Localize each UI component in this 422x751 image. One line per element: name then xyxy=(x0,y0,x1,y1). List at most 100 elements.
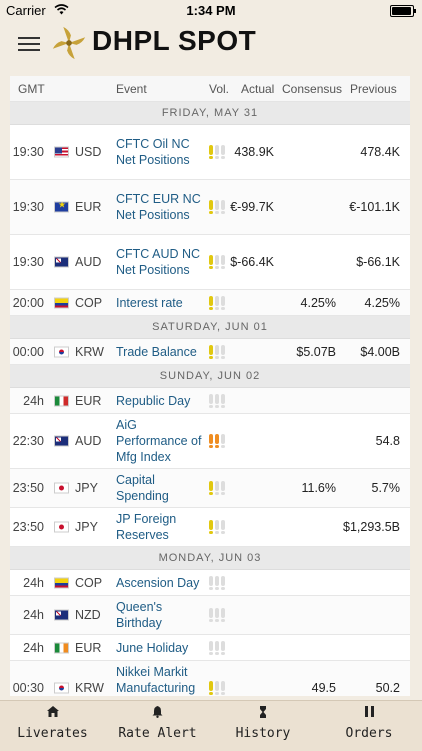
table-row[interactable]: 20:00 COP Interest rate 4.25% 4.25% xyxy=(10,290,410,316)
previous-value: 50.2 xyxy=(375,681,400,695)
previous-value: 5.7% xyxy=(371,481,401,495)
wifi-icon xyxy=(54,3,69,18)
home-icon xyxy=(0,706,105,722)
bell-icon xyxy=(105,706,210,722)
table-body: FRIDAY, MAY 31 19:30 USD CFTC Oil NC Net Po… xyxy=(10,102,410,696)
tab-rate-alert[interactable]: Rate Alert xyxy=(105,701,210,751)
event-name-link[interactable]: Republic Day xyxy=(116,393,191,408)
status-bar: Carrier 1:34 PM xyxy=(0,0,422,22)
volatility-icon xyxy=(209,145,229,159)
volatility-icon xyxy=(209,575,229,590)
battery-icon xyxy=(390,5,416,17)
table-header: GMT Event Vol. Actual Consensus Previous xyxy=(10,76,410,102)
consensus-value: $5.07B xyxy=(296,344,336,359)
brand-title: DHPL SPOT xyxy=(92,25,257,56)
pause-icon xyxy=(316,706,422,722)
table-row[interactable]: 24h COP Ascension Day xyxy=(10,570,410,596)
event-name-link[interactable]: CFTC AUD NC Net Positions xyxy=(116,247,201,277)
currency-code: USD xyxy=(75,145,102,159)
flag-au-icon xyxy=(54,256,69,268)
flag-kr-icon xyxy=(54,346,69,357)
consensus-value: 49.5 xyxy=(311,681,336,695)
flag-nz-icon xyxy=(54,609,69,621)
economic-calendar-table: GMT Event Vol. Actual Consensus Previous… xyxy=(10,76,410,696)
tab-label: Rate Alert xyxy=(118,726,197,741)
flag-au-icon xyxy=(54,435,69,447)
volatility-icon xyxy=(209,434,229,448)
event-name-link[interactable]: June Holiday xyxy=(116,640,189,655)
event-name-link[interactable]: Trade Balance xyxy=(116,344,197,359)
logo-icon xyxy=(52,26,86,60)
tab-liverates[interactable]: Liverates xyxy=(0,701,105,751)
event-name-link[interactable]: AiG Performance of Mfg Index xyxy=(116,418,202,464)
event-name-link[interactable]: Capital Spending xyxy=(116,473,169,503)
col-actual: Actual xyxy=(241,82,275,96)
event-name-link[interactable]: Interest rate xyxy=(116,295,183,310)
currency-code: KRW xyxy=(75,344,104,359)
app-header: DHPL SPOT xyxy=(0,22,422,62)
event-name-link[interactable]: CFTC EUR NC Net Positions xyxy=(116,192,201,222)
volatility-icon xyxy=(209,344,229,359)
table-row[interactable]: 24h EUR June Holiday xyxy=(10,635,410,661)
table-row[interactable]: 00:00 KRW Trade Balance $5.07B $4.00B xyxy=(10,339,410,365)
menu-icon[interactable] xyxy=(18,37,40,51)
table-row[interactable]: 19:30 EUR CFTC EUR NC Net Positions €-99.7K… xyxy=(10,180,410,235)
flag-co-icon xyxy=(54,577,69,588)
event-time: 23:50 xyxy=(12,520,44,534)
col-event: Event xyxy=(116,82,147,96)
tab-label: History xyxy=(235,726,291,741)
event-time: 23:50 xyxy=(12,481,44,495)
event-name-link[interactable]: CFTC Oil NC Net Positions xyxy=(116,137,190,167)
table-row[interactable]: 24h NZD Queen's Birthday xyxy=(10,596,410,635)
event-time: 20:00 xyxy=(12,295,44,310)
previous-value: 4.25% xyxy=(364,295,400,310)
tab-orders[interactable]: Orders xyxy=(316,701,422,751)
event-name-link[interactable]: Ascension Day xyxy=(116,575,200,590)
table-row[interactable]: 23:50 JPY JP Foreign Reserves $1,293.5B xyxy=(10,508,410,547)
volatility-icon xyxy=(209,255,229,269)
tab-label: Orders xyxy=(345,726,393,741)
table-row[interactable]: 19:30 AUD CFTC AUD NC Net Positions $-66.4K… xyxy=(10,235,410,290)
event-time: 22:30 xyxy=(12,434,44,448)
previous-value: $-66.1K xyxy=(356,255,400,269)
event-time: 24h xyxy=(23,575,44,590)
actual-value: $-66.4K xyxy=(230,255,274,269)
currency-code: NZD xyxy=(75,608,101,622)
previous-value: 54.8 xyxy=(375,434,400,448)
col-vol: Vol. xyxy=(209,82,230,96)
event-time: 24h xyxy=(23,640,44,655)
volatility-icon xyxy=(209,393,229,408)
currency-code: JPY xyxy=(75,481,98,495)
col-consensus: Consensus xyxy=(282,82,343,96)
flag-eu-icon xyxy=(54,201,69,213)
tab-history[interactable]: History xyxy=(210,701,316,751)
clock: 1:34 PM xyxy=(186,3,236,18)
col-gmt: GMT xyxy=(18,82,45,96)
table-row[interactable]: 22:30 AUD AiG Performance of Mfg Index 54.8 xyxy=(10,414,410,469)
event-name-link[interactable]: Nikkei Markit Manufacturing PMI xyxy=(116,665,196,695)
event-name-link[interactable]: Queen's Birthday xyxy=(116,600,163,630)
flag-us-icon xyxy=(54,146,69,158)
volatility-icon xyxy=(209,608,229,622)
table-row[interactable]: 24h EUR Republic Day xyxy=(10,388,410,414)
flag-co-icon xyxy=(54,297,69,308)
volatility-icon xyxy=(209,520,229,534)
table-row[interactable]: 23:50 JPY Capital Spending 11.6% 5.7% xyxy=(10,469,410,508)
volatility-icon xyxy=(209,640,229,655)
flag-it-icon xyxy=(54,395,69,406)
table-row[interactable]: 19:30 USD CFTC Oil NC Net Positions 438.9K 4… xyxy=(10,125,410,180)
event-time: 00:00 xyxy=(12,344,44,359)
event-time: 24h xyxy=(23,393,44,408)
flag-kr-icon xyxy=(54,682,69,694)
previous-value: $1,293.5B xyxy=(343,520,400,534)
day-separator: FRIDAY, MAY 31 xyxy=(10,102,410,125)
currency-code: AUD xyxy=(75,255,102,269)
event-name-link[interactable]: JP Foreign Reserves xyxy=(116,512,177,542)
table-row[interactable]: 00:30 KRW Nikkei Markit Manufacturing PMI 4… xyxy=(10,661,410,696)
event-time: 24h xyxy=(23,608,44,622)
volatility-icon xyxy=(209,481,229,495)
currency-code: JPY xyxy=(75,520,98,534)
event-time: 00:30 xyxy=(12,681,44,695)
volatility-icon xyxy=(209,295,229,310)
flag-jp-icon xyxy=(54,521,69,533)
